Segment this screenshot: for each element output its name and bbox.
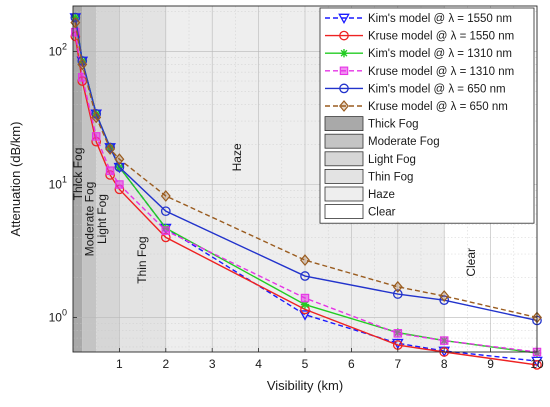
legend-label: Clear <box>368 207 396 219</box>
region-annotation: Thick Fog <box>71 148 85 201</box>
data-point-marker <box>439 295 450 305</box>
legend-marker-swatch <box>339 30 349 41</box>
legend-entry: Kruse model @ λ = 1550 nm <box>325 31 514 43</box>
region-annotation: Thin Fog <box>135 236 149 283</box>
legend-label: Haze <box>368 189 395 201</box>
y-axis-label: Attenuation (dB/km) <box>8 122 23 237</box>
legend-entry: Thick Fog <box>324 116 419 131</box>
legend-region-swatch <box>324 133 364 149</box>
region-annotation: Haze <box>230 143 244 171</box>
series-line <box>74 31 538 353</box>
data-point-marker <box>439 336 449 345</box>
data-point-marker <box>70 12 81 23</box>
y-tick-label: 101 <box>49 175 67 192</box>
x-axis-label: Visibility (km) <box>267 378 343 393</box>
data-point-marker <box>532 360 542 370</box>
data-point-marker <box>300 271 310 281</box>
legend-entry: Clear <box>324 204 396 220</box>
region-annotation: Moderate Fog <box>82 182 96 257</box>
legend-label: Light Fog <box>368 154 416 166</box>
legend-region-swatch <box>324 204 364 220</box>
data-point-marker <box>300 293 310 303</box>
x-tick-label: 10 <box>530 357 544 371</box>
x-tick-label: 7 <box>394 357 401 371</box>
data-point-marker <box>114 162 125 173</box>
legend-entry: Kim's model @ λ = 650 nm <box>325 83 506 95</box>
x-tick-label: 9 <box>487 357 494 371</box>
data-point-marker <box>393 329 403 338</box>
legend: Kim's model @ λ = 1550 nm Kruse model @ λ… <box>319 7 535 224</box>
data-point-marker <box>300 300 310 309</box>
region-annotation: Light Fog <box>95 194 109 244</box>
data-point-marker <box>299 310 311 321</box>
y-tick-label: 100 <box>49 307 67 324</box>
x-tick-label: 6 <box>348 357 355 371</box>
legend-region-swatch <box>324 168 364 184</box>
data-point-marker <box>91 111 102 124</box>
series-line <box>74 36 538 366</box>
series-lines <box>69 12 543 370</box>
x-tick-label: 4 <box>255 357 262 371</box>
legend-label: Kruse model @ λ = 1310 nm <box>368 66 514 78</box>
legend-label: Moderate Fog <box>368 136 440 148</box>
data-point-marker <box>300 254 310 267</box>
data-point-marker <box>91 132 101 141</box>
legend-entry: Thin Fog <box>324 168 413 184</box>
legend-label: Kim's model @ λ = 1310 nm <box>368 48 512 60</box>
legend-region-swatch <box>324 186 364 202</box>
legend-entry: Kruse model @ λ = 1310 nm <box>325 66 514 78</box>
legend-marker-swatch <box>338 13 350 25</box>
series-4 <box>70 12 542 326</box>
x-tick-label: 1 <box>116 357 123 371</box>
legend-marker-swatch <box>339 66 349 76</box>
legend-marker-swatch <box>339 49 349 58</box>
legend-label: Kruse model @ λ = 650 nm <box>368 101 508 113</box>
region-annotation: Clear <box>464 248 478 277</box>
region-band-thick-fog <box>73 6 83 352</box>
legend-label: Thin Fog <box>368 171 413 183</box>
series-line <box>74 17 538 322</box>
data-point-marker <box>115 180 124 189</box>
legend-region-swatch <box>324 116 364 131</box>
data-point-marker <box>105 143 116 155</box>
data-point-marker <box>160 190 171 202</box>
x-tick-label: 2 <box>162 357 169 371</box>
legend-label: Thick Fog <box>368 119 419 131</box>
data-point-marker <box>161 226 171 235</box>
y-tick-label: 102 <box>49 42 67 59</box>
legend-label: Kim's model @ λ = 1550 nm <box>368 13 512 25</box>
series-5 <box>70 16 542 324</box>
legend-entry: Light Fog <box>324 151 416 167</box>
legend-entry: Kim's model @ λ = 1310 nm <box>325 48 512 60</box>
x-tick-label: 3 <box>209 357 216 371</box>
data-point-marker <box>392 280 403 293</box>
data-point-marker <box>160 206 171 217</box>
data-point-marker <box>77 58 88 71</box>
data-point-marker <box>439 290 450 302</box>
data-point-marker <box>114 153 125 166</box>
region-band-moderate-fog <box>82 6 97 352</box>
legend-marker-swatch <box>339 83 349 94</box>
data-point-marker <box>392 289 403 299</box>
legend-label: Kim's model @ λ = 650 nm <box>368 83 506 95</box>
legend-entry: Kim's model @ λ = 1550 nm <box>325 13 512 25</box>
legend-entry: Haze <box>324 186 395 202</box>
x-tick-label: 8 <box>441 357 448 371</box>
legend-label: Kruse model @ λ = 1550 nm <box>368 31 514 43</box>
legend-entry: Kruse model @ λ = 650 nm <box>325 100 508 113</box>
legend-marker-swatch <box>339 100 349 112</box>
x-tick-label: 5 <box>302 357 309 371</box>
data-point-marker <box>105 166 115 175</box>
axis-ticks: 1 2 3 4 5 6 7 8 9 10 100 101 102 <box>49 42 544 371</box>
legend-entry: Moderate Fog <box>324 133 440 149</box>
legend-region-swatch <box>324 151 364 167</box>
